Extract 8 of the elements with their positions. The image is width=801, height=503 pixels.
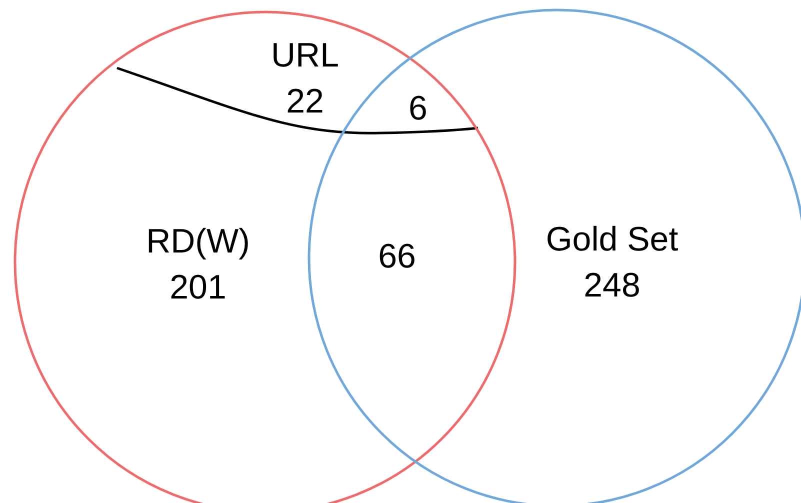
data-label: 6 [408,89,428,128]
category-label: Gold Set [546,220,679,258]
data-label: 66 [378,237,416,276]
data-label: 22 [286,82,324,120]
category-label: URL [270,36,340,74]
data-label: 248 [584,266,640,304]
category-label: RD(W) [146,222,250,260]
data-label: 201 [170,268,226,306]
